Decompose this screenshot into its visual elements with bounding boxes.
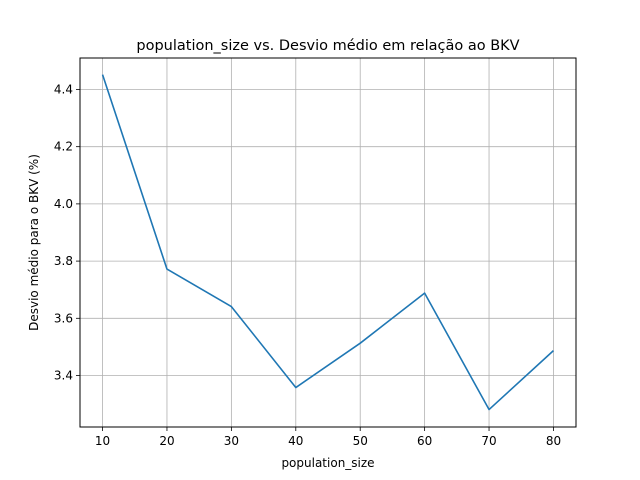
grid-lines (80, 58, 576, 427)
x-tick-label: 40 (288, 434, 303, 448)
y-axis-title: Desvio médio para o BKV (%) (27, 154, 41, 331)
y-axis: 3.4 3.6 3.8 4.0 4.2 4.4 (54, 82, 80, 383)
y-tick-label: 4.0 (54, 197, 73, 211)
x-tick-label: 80 (546, 434, 561, 448)
y-tick-label: 3.4 (54, 369, 73, 383)
x-tick-label: 50 (353, 434, 368, 448)
x-tick-label: 20 (159, 434, 174, 448)
x-tick-label: 10 (95, 434, 110, 448)
plot-frame (79, 57, 577, 428)
y-tick-label: 3.8 (54, 254, 73, 268)
chart-title: population_size vs. Desvio médio em rela… (136, 38, 519, 54)
y-tick-label: 3.6 (54, 311, 73, 325)
series-line (101, 74, 554, 411)
x-axis-title: population_size (281, 456, 374, 470)
x-tick-label: 60 (417, 434, 432, 448)
x-axis: 10 20 30 40 50 60 70 80 (95, 427, 561, 448)
x-tick-label: 30 (224, 434, 239, 448)
x-tick-label: 70 (481, 434, 496, 448)
y-tick-label: 4.4 (54, 82, 73, 96)
series-group (101, 74, 554, 411)
y-tick-label: 4.2 (54, 140, 73, 154)
